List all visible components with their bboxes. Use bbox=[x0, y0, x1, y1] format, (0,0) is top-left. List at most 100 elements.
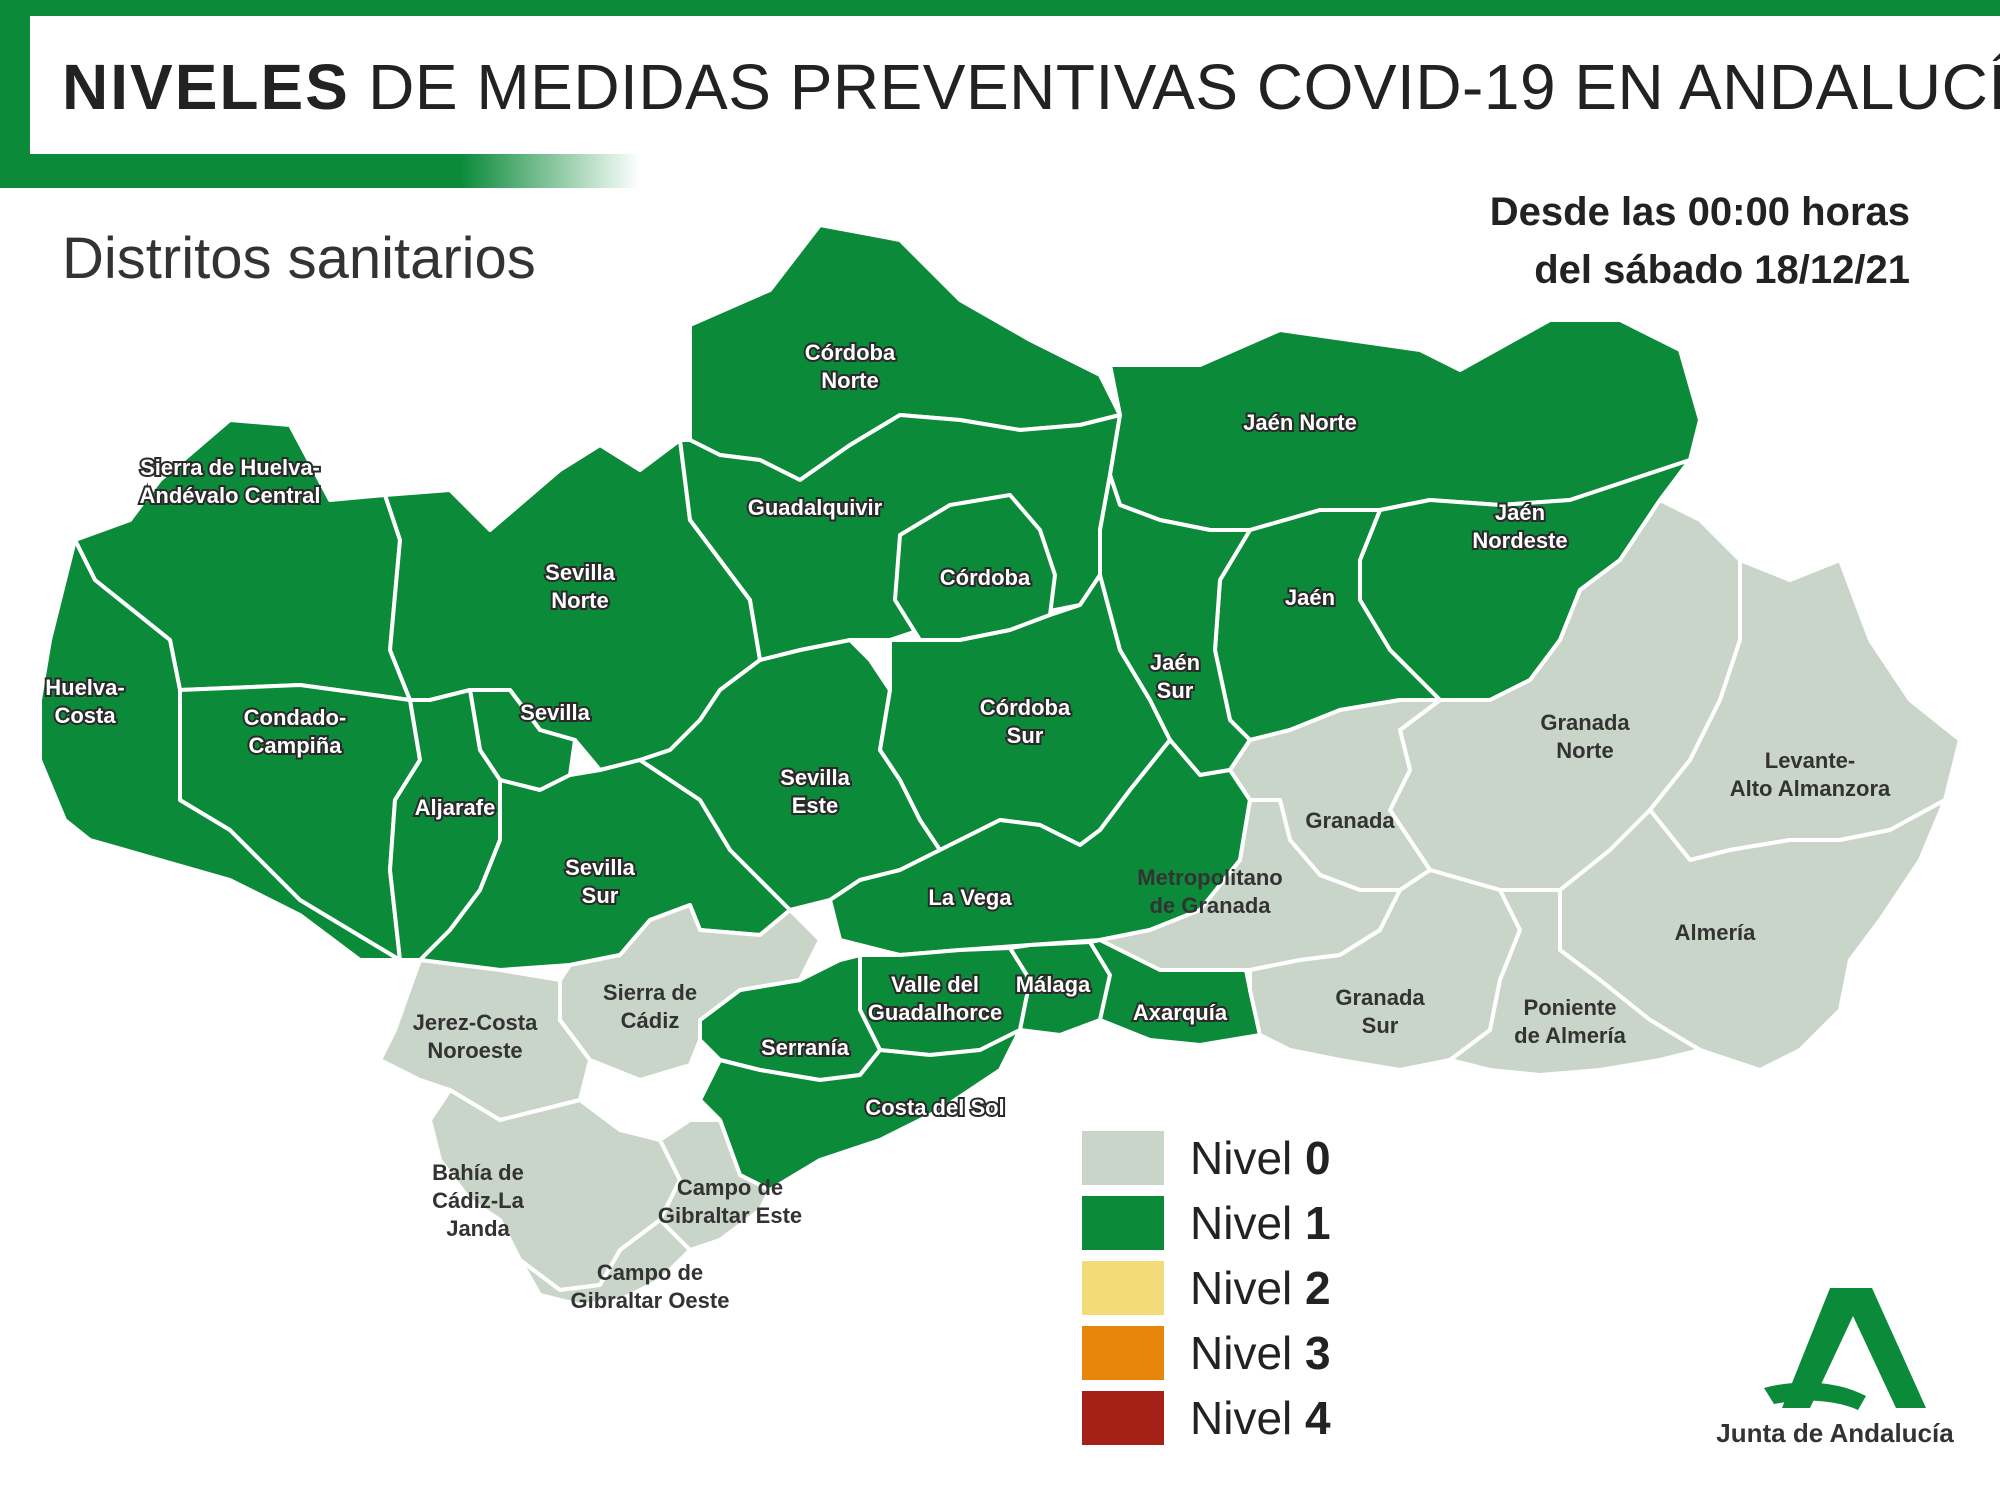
header-box bbox=[30, 16, 2000, 154]
legend-swatch bbox=[1082, 1390, 1164, 1445]
legend-swatch bbox=[1082, 1260, 1164, 1315]
district-label-line: Jaén bbox=[1495, 500, 1545, 525]
district-label-line: Bahía de bbox=[432, 1160, 524, 1185]
district-label-almeria: Almería bbox=[1675, 920, 1756, 945]
district-label-line: Costa bbox=[54, 703, 116, 728]
date-line-2: del sábado 18/12/21 bbox=[1534, 248, 1910, 292]
legend-item-nivel-1: Nivel 1 bbox=[1082, 1190, 1331, 1255]
district-label-line: Jaén Norte bbox=[1243, 410, 1357, 435]
district-label-line: Norte bbox=[1556, 738, 1613, 763]
district-label-malaga: Málaga bbox=[1016, 972, 1091, 997]
district-label-sierra-cadiz: Sierra de Cádiz bbox=[603, 980, 697, 1033]
district-label-jerez: Jerez-Costa Noroeste bbox=[413, 1010, 538, 1063]
district-label-line: Córdoba bbox=[940, 565, 1031, 590]
district-label-costa-del-sol: Costa del Sol bbox=[865, 1095, 1004, 1120]
district-label-line: de Almería bbox=[1514, 1023, 1626, 1048]
district-label-line: Sierra de Huelva- bbox=[140, 455, 320, 480]
district-label-gibraltar-oeste: Campo de Gibraltar Oeste bbox=[571, 1260, 730, 1313]
logo-text: Junta de Andalucía bbox=[1716, 1418, 1954, 1448]
district-label-sevilla: Sevilla bbox=[520, 700, 590, 725]
district-label-sierra-huelva: Sierra de Huelva- Andévalo Central bbox=[140, 455, 321, 508]
district-label-poniente: Poniente de Almería bbox=[1514, 995, 1626, 1048]
district-label-line: Alto Almanzora bbox=[1730, 776, 1891, 801]
district-label-line: Granada bbox=[1335, 985, 1425, 1010]
legend-label: Nivel 4 bbox=[1190, 1391, 1331, 1444]
district-label-huelva-costa: Huelva- Costa bbox=[45, 675, 124, 728]
title-bold: NIVELES bbox=[62, 51, 350, 123]
district-label-sevilla-norte: Sevilla Norte bbox=[545, 560, 615, 613]
district-label-line: de Granada bbox=[1149, 893, 1271, 918]
district-label-line: Jaén bbox=[1150, 650, 1200, 675]
district-label-jaen-nordeste: Jaén Nordeste bbox=[1472, 500, 1567, 553]
district-label-line: Granada bbox=[1540, 710, 1630, 735]
district-label-granada: Granada bbox=[1305, 808, 1395, 833]
page-title: NIVELES DE MEDIDAS PREVENTIVAS COVID-19 … bbox=[62, 50, 2000, 124]
legend-label: Nivel 3 bbox=[1190, 1326, 1331, 1379]
map-labels: Sierra de Huelva- Andévalo Central Huelva-… bbox=[43, 338, 1891, 1313]
district-label-condado-campina: Condado- Campiña bbox=[244, 705, 347, 758]
district-label-line: Campo de bbox=[677, 1175, 783, 1200]
district-label-line: Guadalhorce bbox=[868, 1000, 1002, 1025]
district-label-line: Sur bbox=[1157, 678, 1194, 703]
district-label-line: Campiña bbox=[249, 733, 343, 758]
district-label-line: Costa del Sol bbox=[865, 1095, 1004, 1120]
district-label-jaen: Jaén bbox=[1285, 585, 1335, 610]
district-label-levante: Levante- Alto Almanzora bbox=[1730, 748, 1891, 801]
district-label-line: Gibraltar Este bbox=[658, 1203, 802, 1228]
district-label-line: La Vega bbox=[928, 885, 1012, 910]
district-label-line: Córdoba bbox=[980, 695, 1071, 720]
district-label-granada-sur: Granada Sur bbox=[1335, 985, 1425, 1038]
district-label-line: Málaga bbox=[1016, 972, 1091, 997]
district-label-line: Huelva- bbox=[45, 675, 124, 700]
legend-item-nivel-4: Nivel 4 bbox=[1082, 1385, 1331, 1450]
legend-item-nivel-0: Nivel 0 bbox=[1082, 1125, 1331, 1190]
district-gibraltar-este bbox=[658, 1118, 772, 1252]
legend-swatch bbox=[1082, 1195, 1164, 1250]
legend-swatch bbox=[1082, 1130, 1164, 1185]
district-label-la-vega: La Vega bbox=[928, 885, 1012, 910]
district-label-line: Axarquía bbox=[1133, 1000, 1228, 1025]
effective-date: Desde las 00:00 horas del sábado 18/12/2… bbox=[1490, 183, 1910, 299]
district-label-line: Sevilla bbox=[565, 855, 635, 880]
district-label-line: Sur bbox=[582, 883, 619, 908]
legend-item-nivel-2: Nivel 2 bbox=[1082, 1255, 1331, 1320]
district-label-line: Este bbox=[792, 793, 838, 818]
district-label-granada-norte: Granada Norte bbox=[1540, 710, 1630, 763]
district-label-cordoba-norte: Córdoba Norte bbox=[805, 340, 896, 393]
legend-label: Nivel 1 bbox=[1190, 1196, 1331, 1249]
district-label-line: Valle del bbox=[891, 972, 979, 997]
legend-label: Nivel 0 bbox=[1190, 1131, 1331, 1184]
district-label-line: Campo de bbox=[597, 1260, 703, 1285]
district-label-line: Nordeste bbox=[1472, 528, 1567, 553]
district-label-line: Gibraltar Oeste bbox=[571, 1288, 730, 1313]
level-legend: Nivel 0 Nivel 1 Nivel 2 Nivel 3 Nivel 4 bbox=[1082, 1125, 1331, 1450]
district-label-line: Aljarafe bbox=[415, 795, 496, 820]
district-label-bahia-cadiz: Bahía de Cádiz-La Janda bbox=[432, 1160, 524, 1241]
district-label-sevilla-este: Sevilla Este bbox=[780, 765, 850, 818]
district-label-line: Cádiz bbox=[621, 1008, 680, 1033]
district-label-line: Sur bbox=[1007, 723, 1044, 748]
district-label-aljarafe: Aljarafe bbox=[415, 795, 496, 820]
district-label-line: Janda bbox=[446, 1216, 510, 1241]
district-label-valle-guadalhorce: Valle del Guadalhorce bbox=[868, 972, 1002, 1025]
legend-item-nivel-3: Nivel 3 bbox=[1082, 1320, 1331, 1385]
district-label-line: Sevilla bbox=[545, 560, 615, 585]
district-label-serrania: Serranía bbox=[761, 1035, 850, 1060]
district-label-jaen-norte: Jaén Norte bbox=[1243, 410, 1357, 435]
map-regions bbox=[38, 223, 1962, 1307]
district-label-line: Jerez-Costa bbox=[413, 1010, 538, 1035]
district-label-line: Cádiz-La bbox=[432, 1188, 524, 1213]
district-label-line: Levante- bbox=[1765, 748, 1855, 773]
title-rest: DE MEDIDAS PREVENTIVAS COVID-19 EN ANDAL… bbox=[368, 51, 2000, 123]
district-sierra-cadiz bbox=[558, 903, 822, 1082]
district-label-line: Sierra de bbox=[603, 980, 697, 1005]
junta-andalucia-logo-icon bbox=[1764, 1288, 1926, 1410]
district-label-cordoba-sur: Córdoba Sur bbox=[980, 695, 1071, 748]
district-label-line: Norte bbox=[551, 588, 608, 613]
district-label-line: Guadalquivir bbox=[748, 495, 883, 520]
district-label-guadalquivir: Guadalquivir bbox=[748, 495, 883, 520]
district-label-jaen-sur: Jaén Sur bbox=[1150, 650, 1200, 703]
legend-label: Nivel 2 bbox=[1190, 1261, 1331, 1314]
district-label-cordoba: Córdoba bbox=[940, 565, 1031, 590]
